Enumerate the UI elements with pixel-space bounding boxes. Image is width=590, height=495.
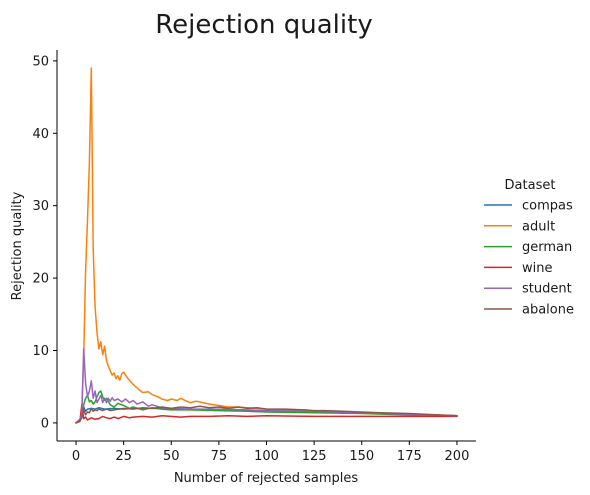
x-tick-label: 75	[211, 449, 228, 464]
x-axis-ticks: 0 25 50 75 100 125 150 175 200	[72, 441, 469, 464]
series-group	[75, 67, 458, 424]
legend: Dataset compas adult german wine student abal…	[484, 178, 574, 318]
legend-title: Dataset	[505, 178, 556, 193]
x-tick-label: 25	[115, 449, 132, 464]
series-line-adult	[75, 67, 458, 424]
y-tick-label: 0	[41, 416, 49, 431]
x-axis-label: Number of rejected samples	[174, 471, 359, 486]
y-tick-label: 30	[32, 199, 49, 214]
x-tick-label: 0	[72, 449, 80, 464]
legend-label-student: student	[522, 282, 572, 297]
chart-title: Rejection quality	[155, 10, 372, 40]
y-tick-label: 50	[32, 54, 49, 69]
plot-area: 0 25 50 75 100 125 150 175 200 0 10 20 30 40 50	[32, 50, 476, 464]
legend-label-compas: compas	[522, 199, 573, 214]
series-line-abalone	[75, 405, 458, 424]
x-tick-label: 50	[163, 449, 180, 464]
y-tick-label: 40	[32, 127, 49, 142]
series-line-wine	[75, 404, 458, 424]
legend-label-wine: wine	[522, 261, 552, 276]
y-tick-label: 10	[32, 344, 49, 359]
legend-label-german: german	[522, 240, 572, 255]
legend-label-adult: adult	[522, 219, 555, 234]
x-tick-label: 125	[302, 449, 327, 464]
legend-items: compas adult german wine student abalone	[484, 199, 574, 318]
y-axis-ticks: 0 10 20 30 40 50	[32, 54, 57, 431]
series-line-student	[75, 348, 458, 424]
y-tick-label: 20	[32, 272, 49, 287]
x-tick-label: 150	[349, 449, 374, 464]
y-axis-label: Rejection quality	[10, 191, 25, 300]
x-tick-label: 100	[254, 449, 279, 464]
x-tick-label: 175	[397, 449, 422, 464]
legend-label-abalone: abalone	[522, 303, 574, 318]
x-tick-label: 200	[445, 449, 470, 464]
series-line-german	[75, 390, 458, 424]
